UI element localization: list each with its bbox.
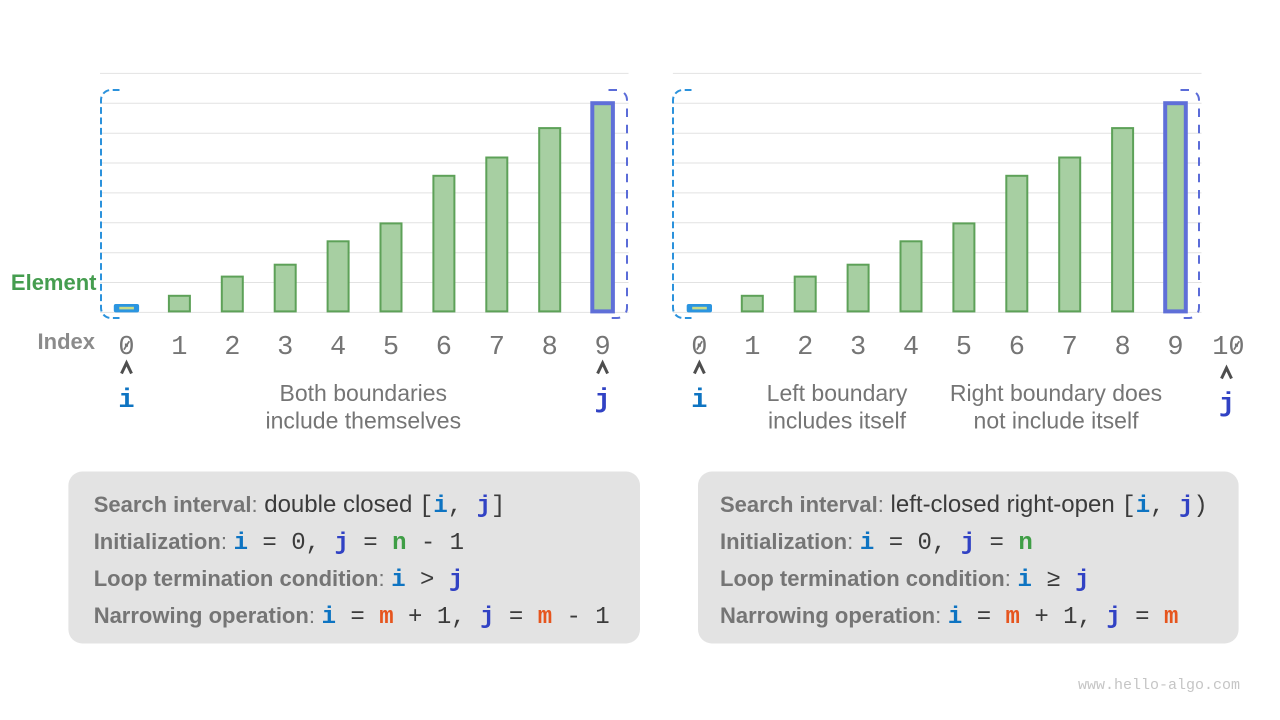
svg-text:j: j bbox=[594, 386, 610, 416]
svg-text:3: 3 bbox=[850, 333, 866, 363]
svg-text:1: 1 bbox=[744, 333, 760, 363]
svg-text:2: 2 bbox=[224, 333, 240, 363]
svg-text:7: 7 bbox=[1062, 333, 1078, 363]
svg-text:i: i bbox=[118, 386, 134, 416]
svg-text:6: 6 bbox=[436, 333, 452, 363]
svg-text:2: 2 bbox=[797, 333, 813, 363]
svg-text:Index: Index bbox=[38, 329, 96, 354]
svg-text:not include itself: not include itself bbox=[974, 408, 1140, 434]
svg-text:0: 0 bbox=[691, 333, 707, 363]
svg-text:www.hello-algo.com: www.hello-algo.com bbox=[1078, 677, 1240, 694]
svg-text:Both boundaries: Both boundaries bbox=[280, 380, 448, 406]
svg-text:1: 1 bbox=[171, 333, 187, 363]
svg-text:includes itself: includes itself bbox=[768, 408, 907, 434]
svg-text:4: 4 bbox=[903, 333, 919, 363]
svg-text:0: 0 bbox=[118, 333, 134, 363]
svg-text:8: 8 bbox=[1114, 333, 1130, 363]
svg-text:5: 5 bbox=[383, 333, 399, 363]
svg-text:6: 6 bbox=[1009, 333, 1025, 363]
svg-text:Narrowing operation: i = m + 1: Narrowing operation: i = m + 1, j = m - … bbox=[94, 602, 610, 631]
svg-text:Narrowing operation: i = m + 1: Narrowing operation: i = m + 1, j = m bbox=[720, 602, 1178, 631]
svg-text:Search interval: left-closed r: Search interval: left-closed right-open … bbox=[720, 491, 1208, 520]
svg-text:Element: Element bbox=[11, 270, 97, 295]
svg-text:Loop termination condition: i: Loop termination condition: i ≥ j bbox=[720, 565, 1090, 594]
svg-text:3: 3 bbox=[277, 333, 293, 363]
svg-text:9: 9 bbox=[594, 333, 610, 363]
svg-text:include themselves: include themselves bbox=[265, 408, 461, 434]
svg-text:i: i bbox=[691, 386, 707, 416]
svg-text:Initialization: i = 0, j = n: Initialization: i = 0, j = n bbox=[720, 528, 1033, 557]
svg-text:Search interval: double closed: Search interval: double closed [i, j] bbox=[94, 491, 506, 520]
svg-text:10: 10 bbox=[1212, 333, 1244, 363]
svg-text:5: 5 bbox=[956, 333, 972, 363]
svg-text:8: 8 bbox=[542, 333, 558, 363]
svg-text:4: 4 bbox=[330, 333, 346, 363]
svg-text:Left boundary: Left boundary bbox=[767, 380, 908, 406]
svg-text:Loop termination condition: i: Loop termination condition: i > j bbox=[94, 565, 464, 594]
svg-text:Right boundary does: Right boundary does bbox=[950, 380, 1162, 406]
svg-text:j: j bbox=[1219, 390, 1235, 420]
svg-text:7: 7 bbox=[489, 333, 505, 363]
svg-text:Initialization: i = 0, j = n -: Initialization: i = 0, j = n - 1 bbox=[94, 528, 464, 557]
svg-text:9: 9 bbox=[1167, 333, 1183, 363]
